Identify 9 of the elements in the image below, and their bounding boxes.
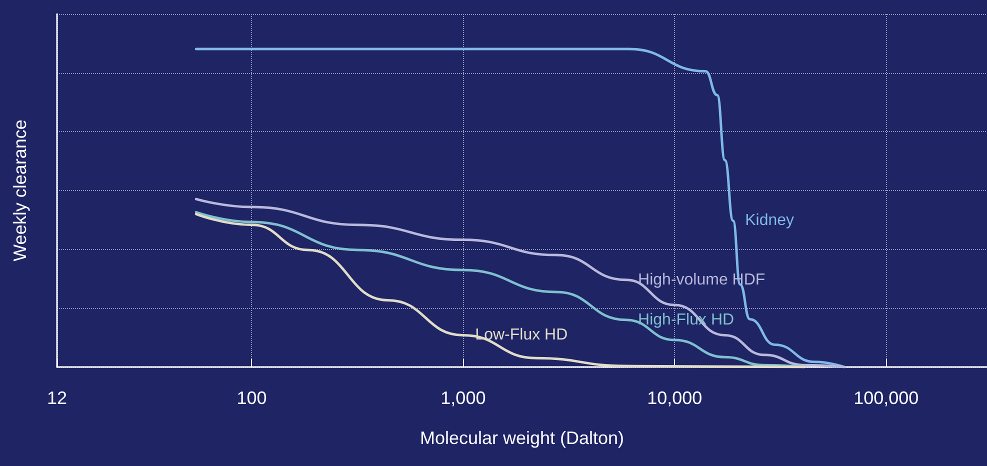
x-tick-label: 1,000 [440,388,486,408]
x-tick-label: 100,000 [854,388,919,408]
series-label: Kidney [745,212,794,230]
y-axis-title: Weekly clearance [10,120,30,262]
x-tick-label: 12 [46,388,68,408]
x-tick-label: 10,000 [647,388,702,408]
x-tick-label: 100 [236,388,267,408]
x-axis-title: Molecular weight (Dalton) [420,428,624,448]
series-label: Low-Flux HD [475,326,568,344]
